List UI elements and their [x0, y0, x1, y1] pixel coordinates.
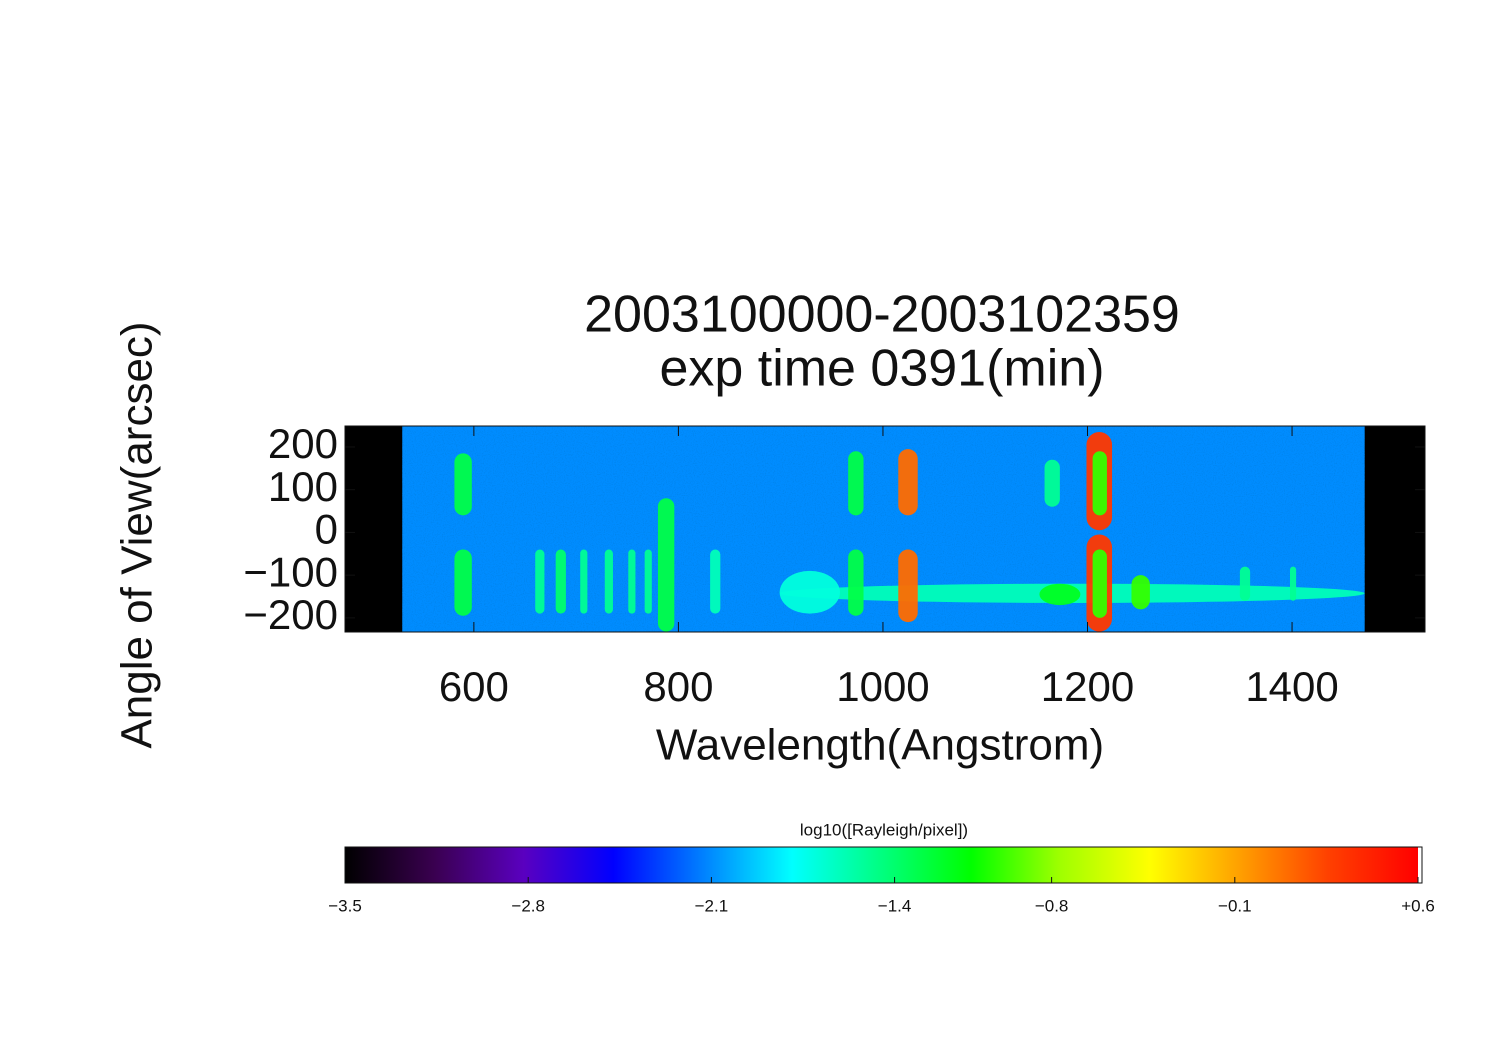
colorbar-tick-label: −2.8: [511, 896, 545, 915]
emission-feature: [779, 570, 840, 614]
y-tick-label: −200: [243, 591, 338, 638]
emission-feature: [1092, 451, 1107, 516]
plot-frame: [344, 425, 1426, 633]
emission-feature: [1092, 549, 1107, 618]
colorbar-frame: [344, 846, 1423, 884]
colorbar-tick-label: +0.6: [1401, 896, 1435, 915]
emission-feature: [848, 451, 864, 516]
emission-feature: [644, 549, 652, 614]
emission-feature: [898, 449, 918, 516]
emission-feature: [1290, 566, 1297, 601]
emission-feature: [1044, 459, 1060, 507]
emission-feature: [604, 549, 613, 614]
x-tick-label: 1200: [1041, 663, 1134, 710]
y-axis-label: Angle of View(arcsec): [113, 321, 162, 748]
colorbar-label: log10([Rayleigh/pixel]): [800, 820, 968, 839]
y-tick-label: 200: [268, 420, 338, 467]
emission-feature: [454, 549, 472, 616]
emission-feature: [1239, 566, 1251, 601]
colorbar-tick-label: −2.1: [695, 896, 729, 915]
emission-feature: [535, 549, 545, 614]
x-tick-label: 800: [643, 663, 713, 710]
y-tick-label: 100: [268, 463, 338, 510]
plot-area: [345, 426, 1425, 632]
chart-subtitle: exp time 0391(min): [659, 340, 1104, 398]
emission-feature: [555, 549, 566, 614]
x-tick-label: 1400: [1245, 663, 1338, 710]
emission-feature: [628, 549, 636, 614]
emission-feature: [1131, 575, 1150, 610]
emission-feature: [657, 498, 675, 632]
colorbar-tick-label: −3.5: [328, 896, 362, 915]
colorbar-tick-label: −1.4: [878, 896, 912, 915]
x-tick-label: 600: [439, 663, 509, 710]
emission-feature: [580, 549, 588, 614]
emission-feature: [848, 549, 864, 616]
colorbar: [345, 847, 1418, 883]
y-tick-label: 0: [315, 506, 338, 553]
emission-feature: [454, 453, 472, 516]
emission-feature: [898, 549, 918, 623]
y-tick-label: −100: [243, 548, 338, 595]
chart-title: 2003100000-2003102359: [584, 286, 1180, 344]
colorbar-tick-label: −0.1: [1218, 896, 1252, 915]
x-axis-label: Wavelength(Angstrom): [656, 721, 1104, 770]
emission-feature: [710, 549, 721, 614]
x-tick-label: 1000: [836, 663, 929, 710]
colorbar-tick-label: −0.8: [1035, 896, 1069, 915]
emission-feature: [1039, 583, 1081, 606]
